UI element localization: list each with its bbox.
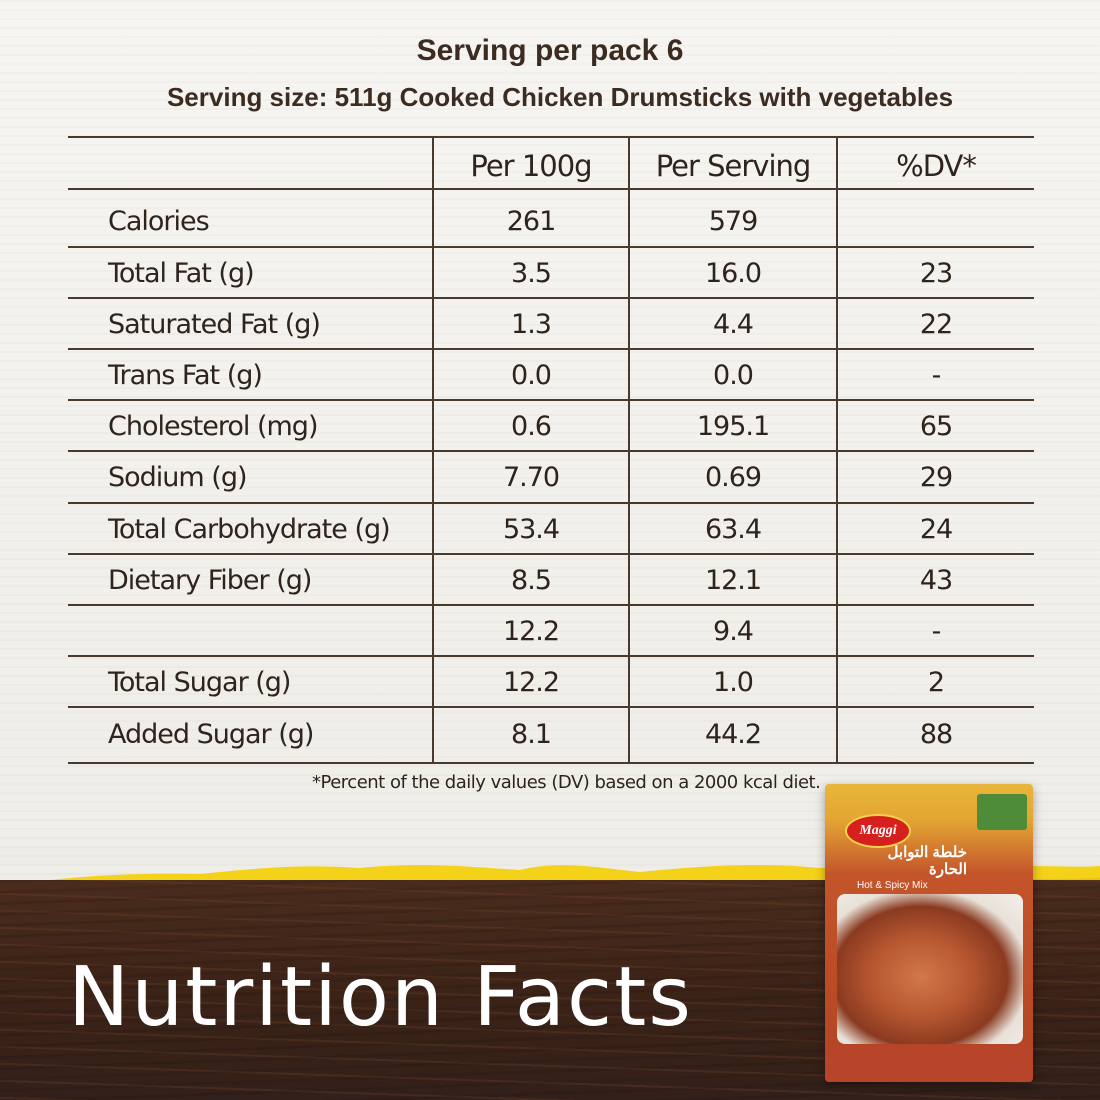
cell-per-100g: 12.2: [502, 667, 560, 698]
pack-bottom-strip: [825, 1046, 1033, 1082]
cell-per-serving: 16.0: [704, 258, 762, 289]
table-rule: [68, 450, 1034, 452]
row-label: Added Sugar (g): [108, 719, 314, 750]
table-rule: [68, 188, 1034, 190]
table-rule: [68, 553, 1034, 555]
col-header-per-100g: Per 100g: [470, 149, 592, 183]
col-header-per-serving: Per Serving: [655, 149, 812, 183]
cell-dv: 23: [919, 258, 953, 289]
cell-per-100g: 0.6: [511, 411, 552, 442]
cell-per-serving: 9.4: [713, 616, 754, 647]
cell-dv: 65: [919, 411, 953, 442]
cell-per-serving: 579: [708, 206, 759, 237]
cell-per-100g: 0.0: [511, 360, 552, 391]
row-label: Dietary Fiber (g): [108, 565, 312, 596]
table-rule: [68, 297, 1034, 299]
table-rule: [68, 399, 1034, 401]
cell-per-100g: 261: [506, 206, 557, 237]
nutrition-facts-title: Nutrition Facts: [68, 950, 693, 1045]
cell-dv: 2: [927, 667, 945, 698]
cell-per-100g: 1.3: [511, 309, 552, 340]
cell-dv: 43: [919, 565, 953, 596]
column-divider: [628, 136, 630, 762]
pack-english-name: Hot & Spicy Mix: [857, 880, 928, 891]
row-label: Total Fat (g): [108, 258, 255, 289]
col-header-dv: %DV*: [896, 149, 977, 183]
row-label: Cholesterol (mg): [108, 411, 318, 442]
cell-per-100g: 3.5: [511, 258, 552, 289]
chicken-photo: [837, 894, 1023, 1044]
paper-background: [0, 0, 1100, 880]
cell-per-100g: 8.5: [511, 565, 552, 596]
table-rule: [68, 502, 1034, 504]
cell-dv: 24: [919, 514, 953, 545]
table-rule: [68, 246, 1034, 248]
cell-per-serving: 12.1: [704, 565, 762, 596]
cell-per-100g: 12.2: [502, 616, 560, 647]
dv-footnote: *Percent of the daily values (DV) based …: [312, 772, 821, 793]
cell-dv: -: [931, 616, 942, 647]
column-divider: [432, 136, 434, 762]
cell-per-serving: 63.4: [704, 514, 762, 545]
row-label: Saturated Fat (g): [108, 309, 321, 340]
product-pack-image: Maggi خلطة التوابل الحارة Hot & Spicy Mi…: [825, 784, 1033, 1082]
pack-badge: [977, 794, 1027, 830]
pack-arabic-name: خلطة التوابل الحارة: [887, 844, 967, 878]
cell-dv: 29: [919, 462, 953, 493]
row-label: Trans Fat (g): [108, 360, 263, 391]
servings-per-pack: Serving per pack 6: [416, 34, 684, 67]
cell-per-100g: 7.70: [502, 462, 560, 493]
table-rule: [68, 706, 1034, 708]
row-label: Sodium (g): [108, 462, 247, 493]
row-label: Calories: [108, 206, 210, 237]
table-rule: [68, 762, 1034, 764]
cell-dv: 22: [919, 309, 953, 340]
row-label: Total Sugar (g): [108, 667, 291, 698]
cell-per-serving: 195.1: [696, 411, 770, 442]
serving-size: Serving size: 511g Cooked Chicken Drumst…: [166, 82, 954, 112]
cell-dv: 88: [919, 719, 953, 750]
cell-per-serving: 0.69: [704, 462, 762, 493]
table-rule: [68, 348, 1034, 350]
table-rule: [68, 655, 1034, 657]
cell-per-serving: 44.2: [704, 719, 762, 750]
brand-logo: Maggi: [845, 814, 911, 848]
cell-per-100g: 8.1: [511, 719, 552, 750]
cell-dv: [838, 196, 1034, 248]
cell-per-serving: 4.4: [713, 309, 754, 340]
table-rule: [68, 136, 1034, 138]
table-rule: [68, 604, 1034, 606]
row-label: Total Carbohydrate (g): [108, 514, 391, 545]
cell-per-100g: 53.4: [502, 514, 560, 545]
cell-per-serving: 1.0: [713, 667, 754, 698]
cell-dv: -: [931, 360, 942, 391]
column-divider: [836, 136, 838, 762]
cell-per-serving: 0.0: [713, 360, 754, 391]
